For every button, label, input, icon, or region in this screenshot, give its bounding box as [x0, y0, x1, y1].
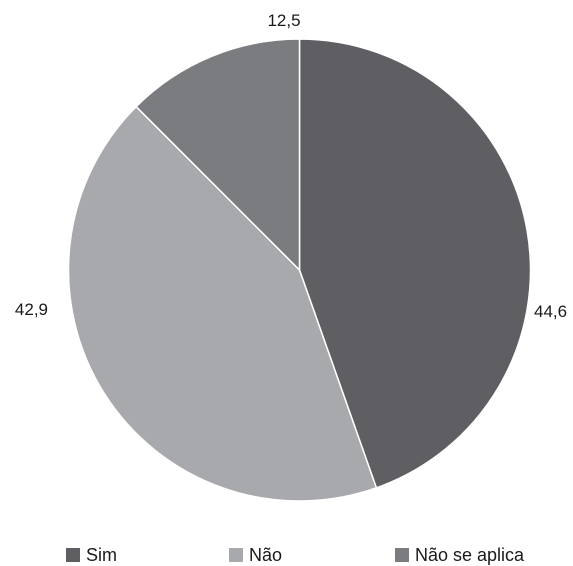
- legend: Sim Não Não se aplica: [0, 544, 573, 566]
- data-labels: 44,6 42,9 12,5: [15, 11, 567, 321]
- pie-slice-nao: [67, 105, 378, 502]
- legend-swatch-sim: [66, 548, 80, 562]
- pie-slice-sim: [298, 38, 532, 489]
- data-label-sim: 44,6: [534, 302, 567, 321]
- legend-item-nao: Não: [229, 544, 282, 566]
- legend-label-nao-se-aplica: Não se aplica: [415, 544, 525, 565]
- legend-label-sim: Sim: [86, 544, 117, 565]
- data-label-nao-se-aplica: 12,5: [267, 11, 300, 30]
- pie-slices: [67, 38, 532, 502]
- legend-item-sim: Sim: [66, 544, 117, 566]
- pie-slice-nao-se-aplica: [135, 38, 301, 272]
- legend-swatch-nao-se-aplica: [395, 548, 409, 562]
- legend-swatch-nao: [229, 548, 243, 562]
- data-label-nao: 42,9: [15, 300, 48, 319]
- legend-label-nao: Não: [249, 544, 283, 565]
- legend-item-nao-se-aplica: Não se aplica: [395, 544, 524, 566]
